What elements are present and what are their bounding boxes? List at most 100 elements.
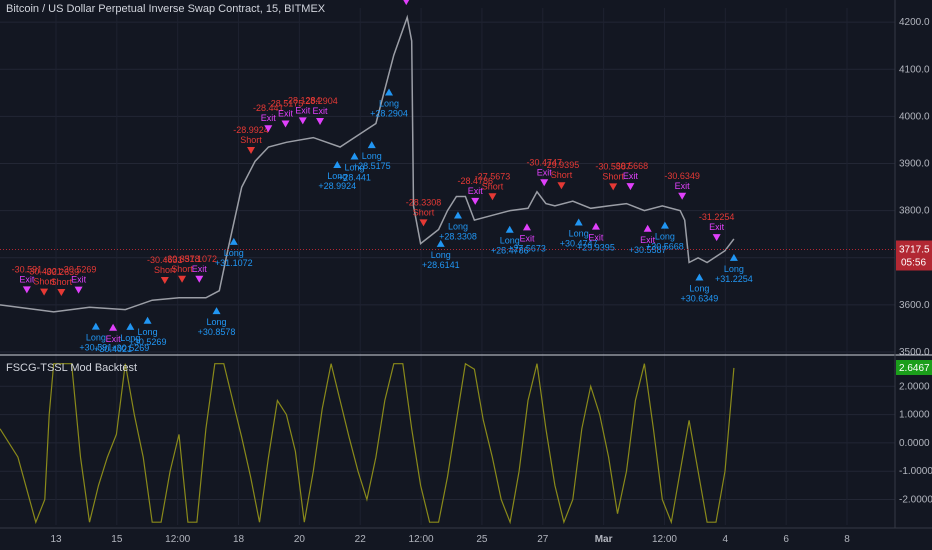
signal-arrow	[557, 182, 566, 190]
signal-arrow	[143, 316, 152, 324]
signal-value-label: +30.8578	[198, 327, 236, 337]
signal-kind-label: Short	[154, 265, 176, 275]
signal-kind-label: Exit	[623, 171, 639, 181]
signal-kind-label: Exit	[295, 105, 311, 115]
signal-value-label: +30.4021	[94, 344, 132, 354]
time-tick-label: 4	[723, 534, 729, 545]
signal-arrow	[403, 0, 410, 6]
signal-kind-label: Exit	[19, 274, 35, 284]
signal-kind-label: Short	[413, 207, 435, 217]
signal-arrow	[109, 323, 118, 331]
signal-kind-label: Long	[500, 236, 520, 246]
signal-kind-label: Long	[569, 229, 589, 239]
signal-value-label: -30.5668	[613, 161, 649, 171]
signal-arrow	[695, 273, 704, 281]
signal-value-label: +30.5668	[646, 242, 684, 252]
chart-title: Bitcoin / US Dollar Perpetual Inverse Sw…	[6, 3, 326, 15]
countdown-label: 05:56	[901, 258, 926, 269]
last-price-label: 3717.5	[899, 245, 930, 256]
time-tick-label: 18	[233, 534, 245, 545]
indicator-series-line	[0, 362, 735, 525]
price-tick-label: 3900.0	[899, 159, 930, 170]
signal-kind-label: Short	[551, 170, 573, 180]
price-tick-label: 4200.0	[899, 17, 930, 28]
signal-arrow	[678, 192, 687, 200]
signal-value-label: +28.2904	[370, 108, 408, 118]
signal-value-label: -30.4747	[526, 157, 562, 167]
signal-value-label: -30.4631	[147, 255, 183, 265]
signal-kind-label: Long	[689, 283, 709, 293]
last-price-badge	[896, 240, 932, 271]
signal-kind-label: Long	[344, 163, 364, 173]
signal-arrow	[540, 179, 549, 187]
signal-kind-label: Exit	[71, 275, 87, 285]
signal-arrow	[74, 286, 83, 294]
signal-value-label: +28.441	[338, 173, 371, 183]
signal-arrow	[453, 211, 462, 219]
signal-value-label: +29.9395	[577, 243, 615, 253]
signal-arrow	[419, 219, 428, 227]
signal-arrow	[436, 239, 445, 247]
signal-kind-label: Long	[207, 317, 227, 327]
signal-kind-label: Exit	[106, 334, 122, 344]
signal-arrow	[195, 275, 204, 283]
signal-value-label: -28.5175	[268, 99, 304, 109]
signal-value-label: +28.5175	[353, 161, 391, 171]
price-series-line	[0, 14, 735, 313]
signal-kind-label: Long	[224, 248, 244, 258]
signal-kind-label: Exit	[468, 186, 484, 196]
time-tick-label: 12:00	[165, 534, 190, 545]
signal-kind-label: Exit	[640, 235, 656, 245]
signal-arrow	[505, 225, 514, 233]
signal-arrow	[247, 146, 256, 154]
signal-value-label: +30.5587	[629, 245, 667, 255]
signal-kind-label: Long	[724, 264, 744, 274]
signal-kind-label: Long	[448, 221, 468, 231]
signal-arrow	[660, 221, 669, 229]
signal-value-label: +28.3308	[439, 231, 477, 241]
time-tick-label: 13	[50, 534, 62, 545]
signal-value-label: -28.1284	[285, 95, 321, 105]
signal-arrow	[609, 183, 618, 191]
signal-kind-label: Long	[138, 327, 158, 337]
signal-kind-label: Short	[602, 171, 624, 181]
signal-arrow	[384, 88, 393, 96]
signal-value-label: -28.2904	[302, 96, 338, 106]
signal-arrow	[40, 288, 49, 296]
signal-value-label: -29.9395	[544, 160, 580, 170]
signal-kind-label: Long	[362, 151, 382, 161]
signal-value-label: +30.4747	[560, 239, 598, 249]
signal-arrow	[298, 117, 307, 125]
indicator-tick-label: -1.0000	[899, 466, 932, 477]
signal-kind-label: Short	[171, 264, 193, 274]
signal-arrow	[626, 183, 635, 191]
signal-value-label: -30.591	[12, 264, 43, 274]
signal-arrow	[729, 253, 738, 261]
signal-arrow	[160, 277, 169, 285]
signal-arrow	[264, 125, 273, 133]
indicator-tick-label: 0.0000	[899, 438, 930, 449]
signal-kind-label: Exit	[709, 222, 725, 232]
signal-arrow	[488, 193, 497, 201]
signal-value-label: +30.591	[79, 343, 112, 353]
time-tick-label: 6	[783, 534, 789, 545]
time-tick-label: 8	[844, 534, 850, 545]
signal-kind-label: Short	[51, 277, 73, 287]
signal-kind-label: Exit	[313, 106, 329, 116]
signal-arrow	[91, 322, 100, 330]
time-tick-label: 12:00	[652, 534, 677, 545]
signal-kind-label: Long	[379, 98, 399, 108]
signal-arrow	[367, 141, 376, 149]
signal-value-label: -28.4786	[457, 176, 493, 186]
signal-arrow	[471, 197, 480, 205]
time-tick-label: 20	[294, 534, 306, 545]
time-tick-label: 15	[111, 534, 123, 545]
signal-arrow	[57, 288, 66, 296]
signal-value-label: +28.6141	[422, 260, 460, 270]
signal-value-label: +30.5269	[111, 343, 149, 353]
signal-value-label: -30.5587	[595, 161, 631, 171]
signal-kind-label: Long	[655, 232, 675, 242]
signal-arrow	[229, 237, 238, 245]
price-tick-label: 4100.0	[899, 64, 930, 75]
signal-kind-label: Long	[86, 333, 106, 343]
